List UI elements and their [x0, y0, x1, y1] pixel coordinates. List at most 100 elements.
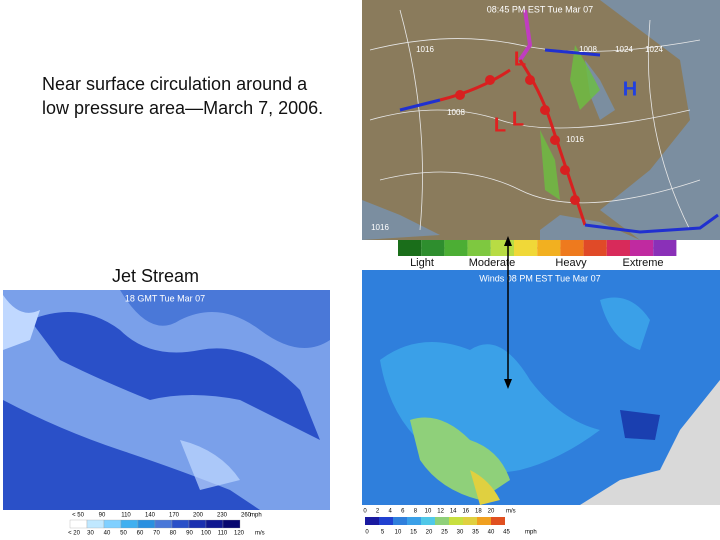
scale-label: 40	[104, 531, 111, 537]
scale-label: 18	[475, 509, 482, 515]
legend-swatch	[630, 240, 654, 256]
scale-label: 110	[121, 513, 131, 519]
scale-label: 0	[365, 530, 369, 536]
scale-label: 120	[234, 531, 245, 537]
scale-swatch	[477, 517, 491, 525]
wind-map: Winds 08 PM EST Tue Mar 07	[362, 270, 720, 505]
scale-label: 14	[450, 509, 457, 515]
scale-label: 5	[381, 530, 385, 536]
isobar-label: 1024	[615, 45, 633, 54]
scale-label: 170	[169, 513, 180, 519]
scale-label: 100	[201, 531, 212, 537]
scale-label: 90	[186, 531, 193, 537]
legend-label: Extreme	[623, 257, 664, 269]
scale-label: 90	[99, 513, 106, 519]
scale-label: 260	[241, 513, 252, 519]
scale-label: 6	[401, 509, 405, 515]
scale-label: 8	[414, 509, 418, 515]
scale-unit: mph	[525, 530, 537, 536]
scale-swatch	[393, 517, 407, 525]
scale-swatch	[491, 517, 505, 525]
scale-label: 30	[457, 530, 464, 536]
scale-label: 12	[437, 509, 444, 515]
scale-label: 230	[217, 513, 228, 519]
scale-label: 20	[426, 530, 433, 536]
isobar-label: 1024	[645, 45, 663, 54]
scale-label: 25	[441, 530, 448, 536]
scale-swatch	[120, 519, 139, 529]
map-timestamp: 18 GMT Tue Mar 07	[125, 293, 205, 303]
scale-label: 110	[218, 531, 228, 537]
pressure-center: L	[494, 114, 506, 136]
scale-label: < 20	[68, 531, 81, 537]
scale-label: 140	[145, 513, 156, 519]
scale-label: 2	[376, 509, 380, 515]
legend-swatch	[467, 240, 491, 256]
scale-swatch	[222, 519, 241, 529]
map-timestamp: 08:45 PM EST Tue Mar 07	[487, 4, 593, 14]
scale-label: 200	[193, 513, 204, 519]
pressure-center: H	[623, 78, 637, 100]
scale-label: 70	[153, 531, 160, 537]
legend-swatch	[444, 240, 468, 256]
scale-label: 0	[363, 509, 367, 515]
legend-swatch	[421, 240, 445, 256]
scale-swatch	[137, 519, 156, 529]
legend-swatch	[560, 240, 584, 256]
jet-map: 18 GMT Tue Mar 07	[3, 290, 330, 510]
scale-swatch	[407, 517, 421, 525]
isobar-label: 1008	[447, 108, 465, 117]
scale-unit: mph	[250, 513, 262, 519]
scale-label: < 50	[72, 513, 85, 519]
legend-label: Heavy	[555, 257, 587, 269]
scale-label: 40	[488, 530, 495, 536]
scale-label: 50	[120, 531, 127, 537]
pressure-center: L	[512, 108, 524, 130]
scale-swatch	[365, 517, 379, 525]
scale-label: 20	[488, 509, 495, 515]
scale-swatch	[379, 517, 393, 525]
scale-label: 30	[87, 531, 94, 537]
scale-swatch	[154, 519, 173, 529]
scale-swatch	[435, 517, 449, 525]
scale-unit: m/s	[255, 531, 265, 537]
isobar-label: 1016	[371, 223, 389, 232]
legend-swatch	[606, 240, 630, 256]
scale-label: 10	[395, 530, 402, 536]
legend-swatch	[583, 240, 607, 256]
scale-swatch	[171, 519, 190, 529]
scale-unit: m/s	[506, 509, 516, 515]
scale-label: 60	[137, 531, 144, 537]
isobar-label: 1008	[579, 45, 597, 54]
isobar-label: 1016	[416, 45, 434, 54]
map-timestamp: Winds 08 PM EST Tue Mar 07	[479, 273, 600, 283]
legend-label: Moderate	[469, 257, 515, 269]
scale-label: 80	[170, 531, 177, 537]
legend-label: Light	[410, 257, 434, 269]
wind-scale: 0 2 4 6 8 10 12 14 16 18 20 m/s 0 5 10 15 20 25 30 35 40 45 mp…	[363, 509, 536, 536]
caption: Near surface circulation around a low pr…	[42, 74, 324, 118]
scale-swatch	[421, 517, 435, 525]
scale-swatch	[103, 519, 122, 529]
scale-label: 16	[462, 509, 469, 515]
scale-swatch	[86, 519, 105, 529]
legend-swatch	[537, 240, 561, 256]
surface-map: 08:45 PM EST Tue Mar 07 1016 1008 1024 1024…	[362, 0, 720, 249]
scale-swatch	[449, 517, 463, 525]
scale-label: 10	[425, 509, 432, 515]
scale-swatch	[69, 519, 88, 529]
legend-swatch	[514, 240, 538, 256]
precip-legend: Light Moderate Heavy Extreme	[398, 240, 677, 269]
scale-swatch	[188, 519, 207, 529]
isobar-label: 1016	[566, 135, 584, 144]
scale-swatch	[205, 519, 224, 529]
jet-label: Jet Stream	[112, 266, 200, 286]
scale-label: 4	[389, 509, 393, 515]
scale-label: 35	[472, 530, 479, 536]
legend-swatch	[653, 240, 677, 256]
pressure-center: L	[514, 48, 526, 70]
scale-label: 45	[503, 530, 510, 536]
